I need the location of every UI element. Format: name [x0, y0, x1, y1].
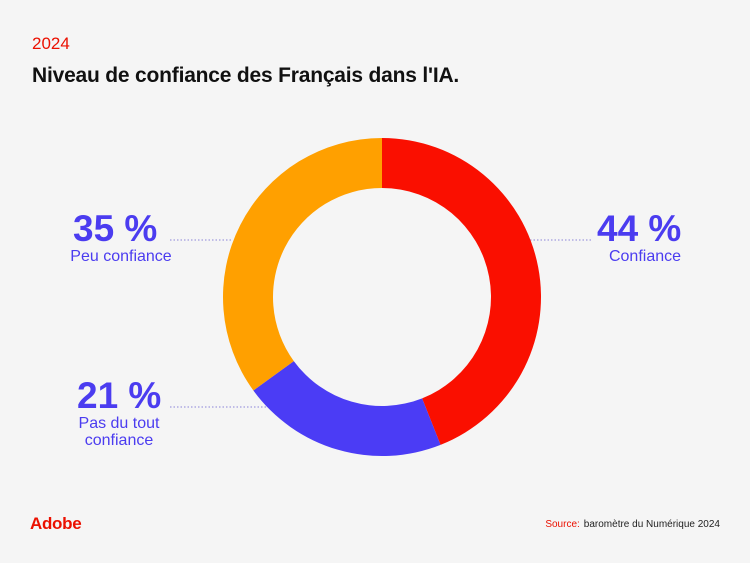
donut-slices: [223, 138, 541, 456]
value-label-pas-du-tout-confiance: 21 %: [77, 375, 162, 416]
category-label-pas-du-tout-confiance: Pas du tout confiance: [78, 415, 160, 449]
category-label-peu-confiance: Peu confiance: [70, 248, 172, 265]
adobe-logo: Adobe: [30, 514, 82, 533]
value-label-confiance: 44 %: [597, 208, 682, 249]
donut-slice-pas-du-tout-confiance: [253, 361, 441, 456]
source-label: Source:: [545, 519, 580, 530]
source-text: baromètre du Numérique 2024: [583, 519, 720, 530]
chart-title: Niveau de confiance des Français dans l'…: [32, 64, 460, 87]
donut-slice-confiance: [382, 138, 541, 445]
value-label-peu-confiance: 35 %: [73, 208, 158, 249]
year-label: 2024: [32, 34, 70, 53]
category-label-confiance: Confiance: [608, 248, 682, 265]
source-note: Source: baromètre du Numérique 2024: [545, 519, 720, 530]
donut-slice-peu-confiance: [223, 138, 382, 391]
